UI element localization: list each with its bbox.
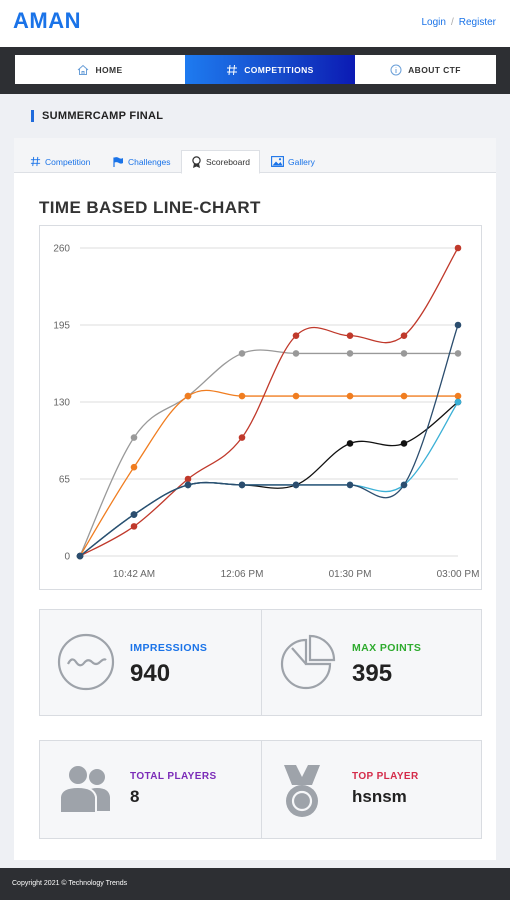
- max-points-value: 395: [352, 660, 393, 687]
- tab-challenges-label: Challenges: [128, 156, 171, 167]
- max-points-stat: MAX POINTS 395: [262, 610, 483, 715]
- tab-gallery[interactable]: Gallery: [271, 150, 315, 173]
- info-icon: [390, 64, 402, 76]
- series-line-5: [79, 324, 459, 557]
- data-point: [292, 392, 300, 400]
- data-point: [454, 244, 462, 252]
- tab-gallery-label: Gallery: [288, 156, 315, 167]
- stat-divider: [261, 610, 262, 715]
- data-point: [130, 463, 138, 471]
- data-point: [346, 440, 354, 447]
- data-point: [238, 481, 246, 489]
- y-tick-label: 65: [59, 475, 71, 486]
- data-point: [346, 350, 354, 357]
- data-point: [238, 350, 246, 357]
- stats-row-top: IMPRESSIONS 940 MAX POINTS 395: [39, 609, 482, 716]
- data-point: [400, 440, 408, 447]
- stats-row-bottom: TOTAL PLAYERS 8 TOP PLAYER hsnsm: [39, 740, 482, 839]
- data-point: [292, 332, 300, 339]
- tab-bar: Competition Challenges Scoreboard Galler…: [14, 138, 496, 174]
- data-point: [346, 481, 354, 489]
- top-player-stat: TOP PLAYER hsnsm: [262, 741, 483, 838]
- nav-competitions-label: COMPETITIONS: [244, 64, 314, 75]
- data-point: [454, 350, 462, 357]
- medal-icon: [278, 763, 326, 828]
- data-point: [130, 511, 138, 518]
- home-icon: [77, 64, 89, 76]
- login-link[interactable]: Login: [421, 17, 446, 28]
- data-point: [130, 434, 138, 441]
- line-chart-svg: 0 65 130 195 260 10:42 AM 12:06 PM 01:30 PM 03:0…: [53, 244, 480, 581]
- data-point: [454, 392, 462, 400]
- x-tick-label: 10:42 AM: [113, 569, 155, 580]
- data-point: [400, 481, 408, 489]
- main-nav: HOME COMPETITIONS ABOUT CTF: [0, 47, 510, 94]
- data-point: [184, 481, 192, 489]
- hash-icon: [30, 156, 41, 167]
- series-line-1: [79, 389, 458, 557]
- data-point: [238, 392, 246, 400]
- wave-icon: [56, 632, 116, 697]
- x-tick-label: 03:00 PM: [437, 569, 480, 580]
- y-tick-label: 0: [64, 552, 70, 563]
- tab-scoreboard-label: Scoreboard: [206, 157, 250, 167]
- data-point: [292, 481, 300, 489]
- auth-links: Login / Register: [422, 17, 497, 28]
- data-point: [400, 392, 408, 400]
- data-point: [130, 523, 138, 530]
- data-point: [76, 552, 84, 560]
- impressions-stat: IMPRESSIONS 940: [40, 610, 261, 715]
- max-points-label: MAX POINTS: [352, 642, 422, 654]
- x-tick-label: 01:30 PM: [329, 569, 372, 580]
- image-icon: [271, 156, 284, 167]
- tab-challenges[interactable]: Challenges: [112, 150, 171, 173]
- top-player-value: hsnsm: [352, 787, 407, 806]
- users-icon: [56, 763, 116, 820]
- footer: Copyright 2021 © Technology Trends: [0, 868, 510, 900]
- total-players-label: TOTAL PLAYERS: [130, 771, 217, 782]
- chart-title: TIME BASED LINE-CHART: [39, 198, 261, 217]
- top-player-label: TOP PLAYER: [352, 771, 419, 782]
- nav-competitions[interactable]: COMPETITIONS: [185, 55, 355, 84]
- nav-about[interactable]: ABOUT CTF: [355, 55, 496, 84]
- data-point: [184, 475, 192, 483]
- x-tick-label: 12:06 PM: [221, 569, 264, 580]
- data-point: [454, 398, 462, 406]
- data-point: [238, 434, 246, 441]
- tab-scoreboard[interactable]: Scoreboard: [181, 150, 260, 174]
- data-point: [454, 321, 462, 329]
- flag-icon: [112, 156, 124, 168]
- y-tick-label: 195: [53, 321, 70, 332]
- data-point: [346, 332, 354, 339]
- nav-about-label: ABOUT CTF: [408, 64, 461, 75]
- total-players-value: 8: [130, 787, 140, 806]
- y-tick-label: 260: [53, 244, 70, 255]
- competition-card: Competition Challenges Scoreboard Galler…: [14, 138, 496, 860]
- tab-competition-label: Competition: [45, 156, 91, 167]
- data-point: [400, 332, 408, 339]
- impressions-label: IMPRESSIONS: [130, 642, 208, 654]
- logo[interactable]: AMAN: [13, 8, 81, 33]
- award-icon: [191, 155, 202, 169]
- total-players-stat: TOTAL PLAYERS 8: [40, 741, 261, 838]
- top-bar: AMAN Login / Register: [0, 0, 510, 47]
- data-point: [400, 350, 408, 357]
- nav-home-label: HOME: [95, 64, 123, 75]
- stat-divider: [261, 741, 262, 838]
- data-point: [184, 392, 192, 400]
- page-title: SUMMERCAMP FINAL: [31, 110, 163, 122]
- data-point: [346, 392, 354, 400]
- pie-chart-icon: [278, 632, 338, 697]
- register-link[interactable]: Register: [458, 17, 496, 28]
- hash-icon: [226, 64, 238, 76]
- tab-competition[interactable]: Competition: [30, 150, 90, 173]
- data-point: [292, 350, 300, 357]
- auth-separator: /: [450, 17, 454, 28]
- nav-home[interactable]: HOME: [15, 55, 185, 84]
- impressions-value: 940: [130, 660, 171, 687]
- line-chart: 0 65 130 195 260 10:42 AM 12:06 PM 01:30 PM 03:0…: [39, 225, 482, 590]
- y-tick-label: 130: [53, 398, 70, 409]
